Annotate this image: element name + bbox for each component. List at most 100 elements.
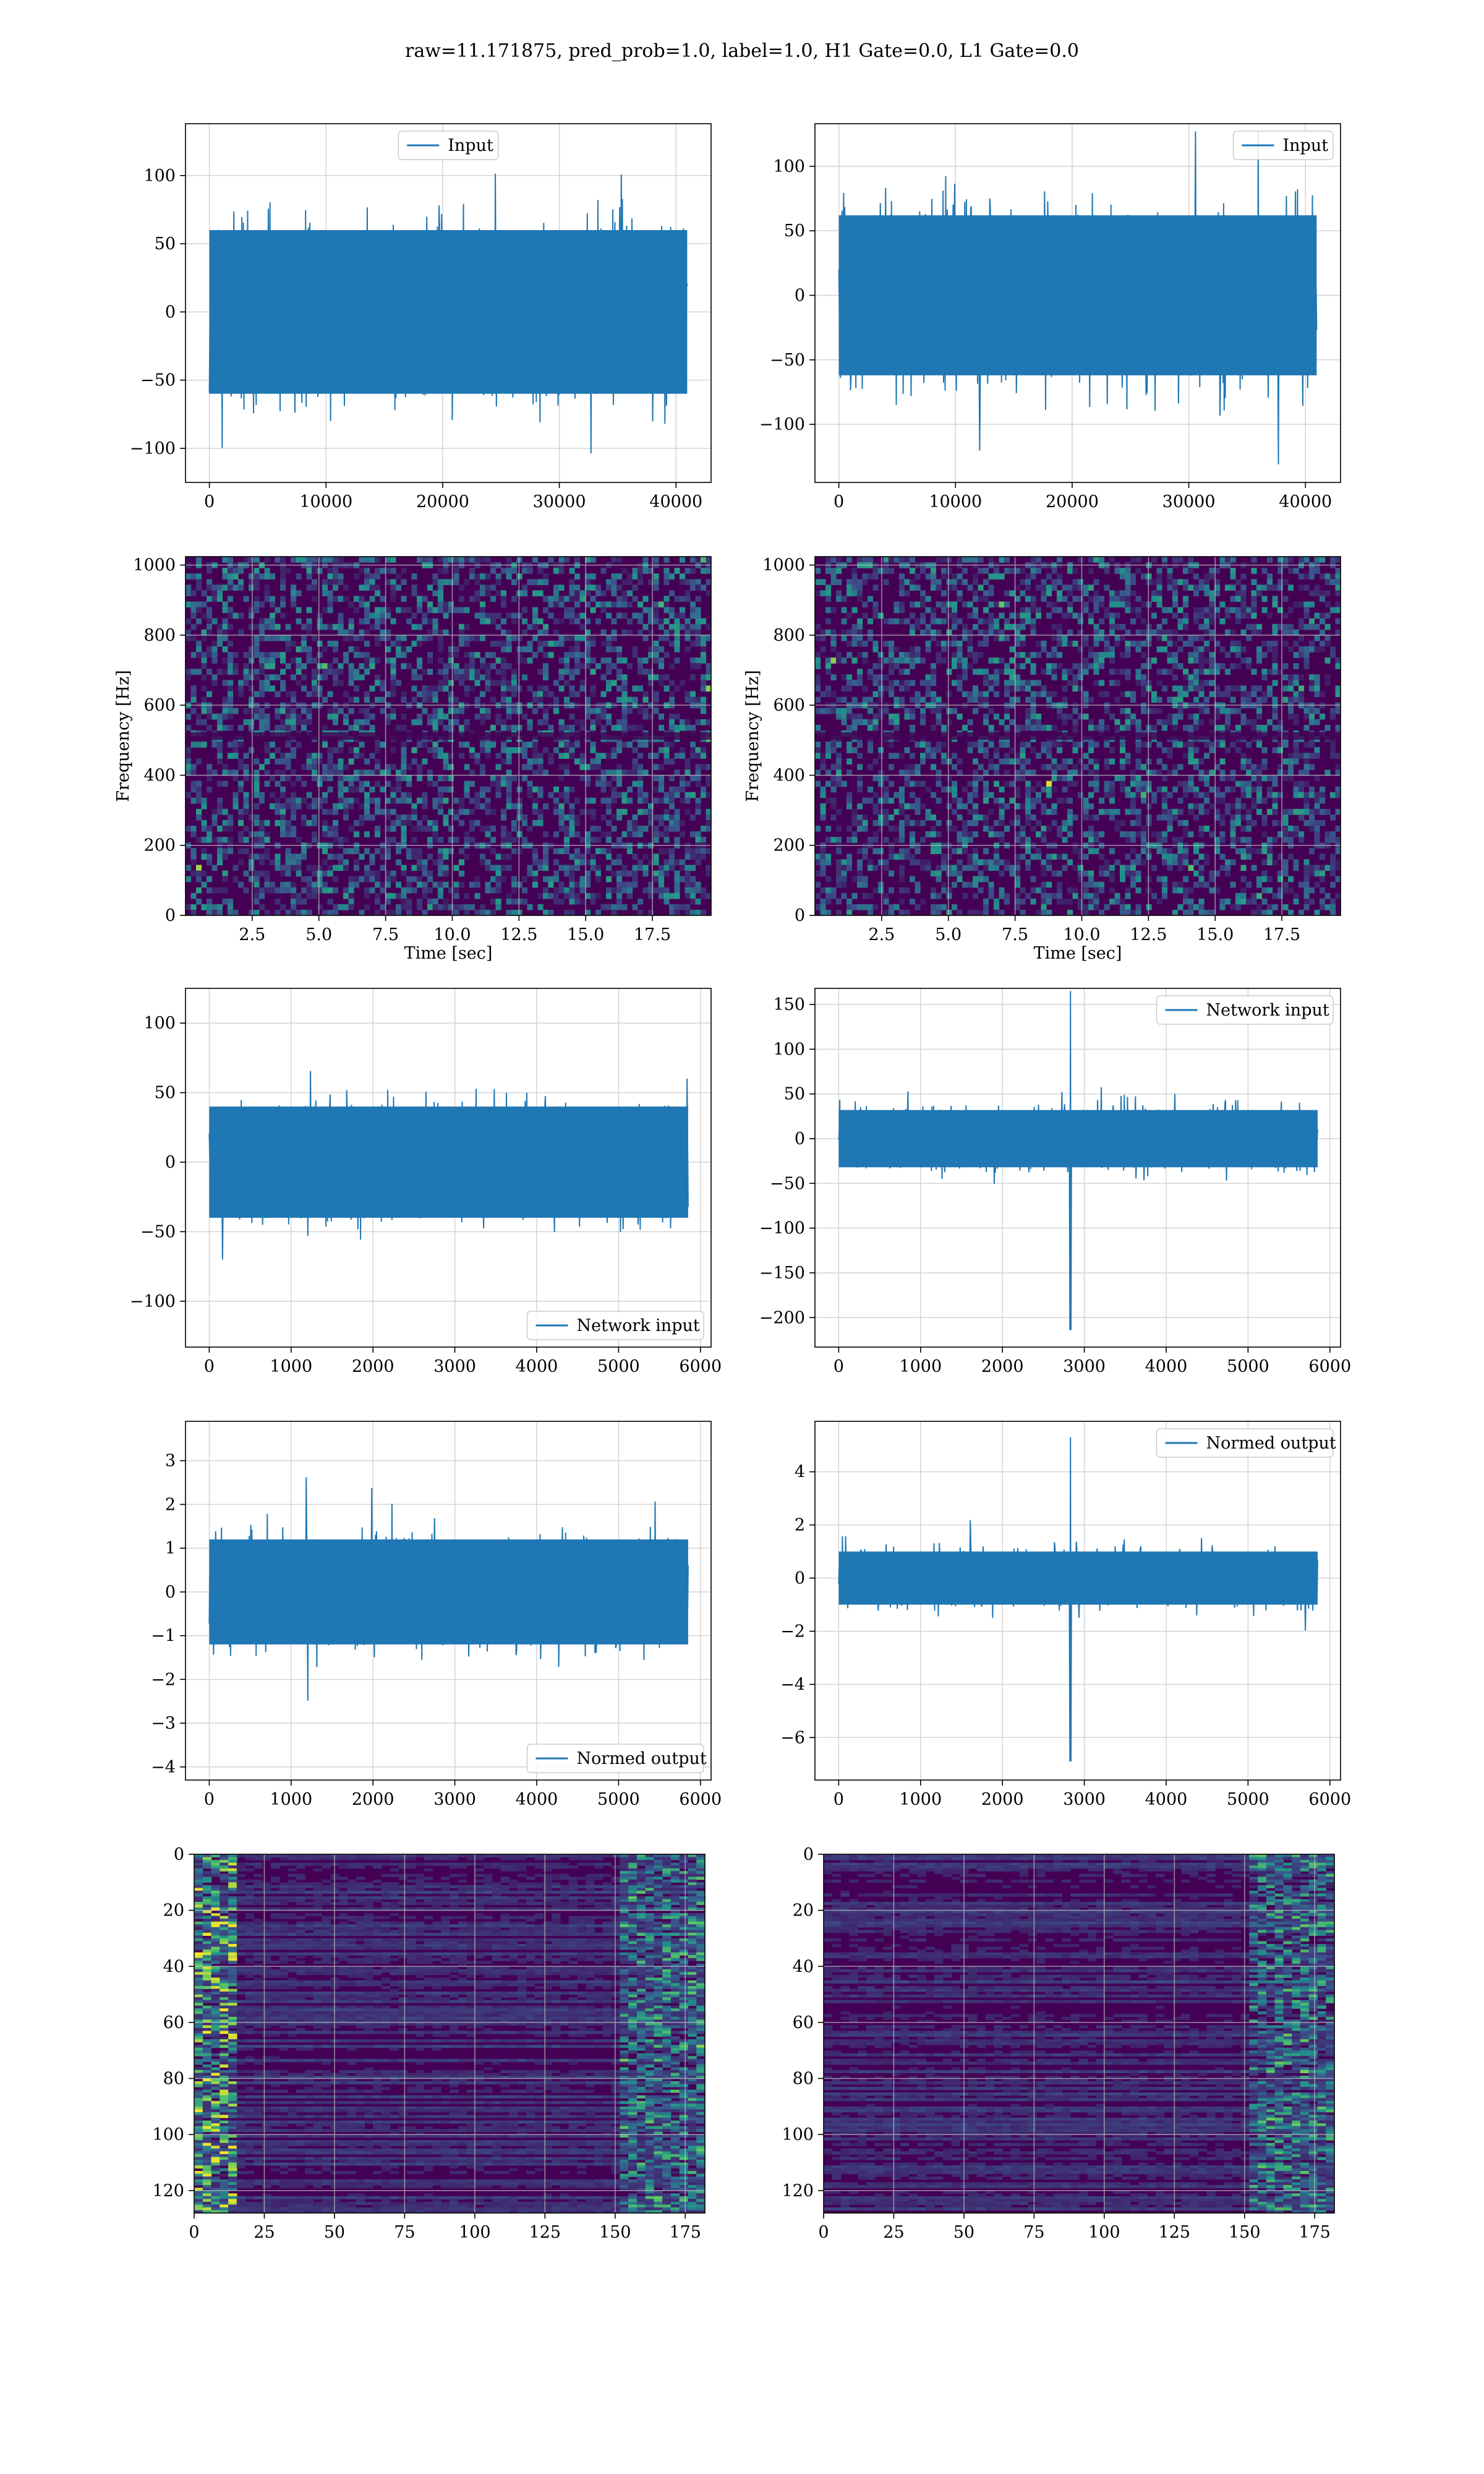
x-tick-label: 0 <box>818 2223 829 2242</box>
x-tick-label: 40000 <box>1279 492 1332 511</box>
x-tick-label: 7.5 <box>1002 925 1028 944</box>
x-tick-label: 25 <box>883 2223 904 2242</box>
y-tick-label: −100 <box>759 1219 805 1238</box>
y-tick-label: −2 <box>780 1622 805 1641</box>
x-tick-label: 2000 <box>352 1357 394 1376</box>
x-tick-label: 100 <box>1088 2223 1120 2242</box>
x-tick-label: 20000 <box>416 492 469 511</box>
legend-label: Input <box>448 136 493 155</box>
x-axis-label: Time [sec] <box>404 944 493 963</box>
y-tick-label: 2 <box>165 1495 176 1514</box>
y-tick-label: 20 <box>793 1901 814 1920</box>
legend: Normed output <box>526 1744 707 1773</box>
x-tick-label: 3000 <box>433 1357 476 1376</box>
y-tick-label: 100 <box>143 1014 176 1033</box>
tick-marks <box>189 1854 686 2219</box>
panel-normed-output-h1: 0 1000 2000 3000 4000 5000 6000 −4 −3 −2 −1 0 1 2 3 Nor… <box>151 1421 722 1809</box>
y-tick-label: 50 <box>155 234 176 254</box>
y-tick-label: −6 <box>780 1728 805 1747</box>
x-tick-label: 3000 <box>1063 1790 1106 1809</box>
y-tick-label: 600 <box>143 696 176 715</box>
x-tick-label: 0 <box>834 492 844 511</box>
y-tick-label: 120 <box>782 2181 814 2201</box>
y-tick-label: −100 <box>759 415 805 434</box>
grid-lines <box>194 1854 705 2213</box>
y-tick-label: 0 <box>795 906 805 925</box>
x-tick-label: 10000 <box>299 492 352 511</box>
x-tick-label: 4000 <box>1145 1357 1188 1376</box>
y-tick-label: −3 <box>151 1714 176 1733</box>
x-tick-label: 1000 <box>899 1790 942 1809</box>
y-tick-label: 100 <box>152 2125 184 2144</box>
x-tick-label: 1000 <box>899 1357 942 1376</box>
tick-marks <box>180 1022 701 1353</box>
tick-marks <box>809 1004 1331 1353</box>
notch-band <box>186 732 711 740</box>
y-tick-label: 0 <box>795 286 805 305</box>
tick-marks <box>818 1854 1316 2219</box>
x-tick-label: 25 <box>254 2223 275 2242</box>
x-tick-label: 4000 <box>1145 1790 1188 1809</box>
x-tick-label: 30000 <box>1162 492 1216 511</box>
legend-box <box>526 1744 704 1773</box>
panel-spectrogram-l1: 2.5 5.0 7.5 10.0 12.5 15.0 17.5 0 200 400 600 800 10… <box>743 556 1341 963</box>
panel-feature-map-l1: 0 25 50 75 100 125 150 175 0 20 40 60 80 100 120 <box>782 1845 1335 2242</box>
signal-line <box>838 1437 1318 1761</box>
legend-box <box>1156 995 1334 1025</box>
x-tick-label: 75 <box>1023 2223 1044 2242</box>
signal-line <box>838 131 1318 464</box>
x-tick-label: 15.0 <box>1196 925 1234 944</box>
x-tick-label: 15.0 <box>567 925 604 944</box>
heatmap-cells <box>186 557 711 915</box>
x-tick-label: 175 <box>1298 2223 1331 2242</box>
x-tick-label: 3000 <box>1063 1357 1106 1376</box>
y-tick-label: −150 <box>759 1264 805 1283</box>
tick-marks <box>809 166 1307 488</box>
x-tick-label: 5000 <box>1227 1790 1269 1809</box>
x-tick-label: 5.0 <box>305 925 332 944</box>
y-tick-label: 0 <box>803 1845 814 1864</box>
y-tick-label: 800 <box>773 626 805 645</box>
y-tick-label: 100 <box>782 2125 814 2144</box>
x-tick-label: 17.5 <box>634 925 671 944</box>
y-tick-label: 1 <box>165 1539 176 1558</box>
legend-label: Network input <box>1206 1001 1329 1020</box>
x-tick-label: 50 <box>953 2223 974 2242</box>
x-tick-label: 0 <box>189 2223 199 2242</box>
axes-frame <box>185 988 712 1348</box>
signal-line <box>838 991 1318 1330</box>
x-tick-label: 150 <box>1229 2223 1261 2242</box>
x-tick-label: 12.5 <box>1130 925 1167 944</box>
y-tick-label: −100 <box>130 1292 176 1311</box>
y-tick-label: 50 <box>784 1085 805 1104</box>
panel-feature-map-h1: 0 25 50 75 100 125 150 175 0 20 40 60 80 100 120 <box>152 1845 706 2242</box>
y-tick-label: 800 <box>143 626 176 645</box>
axes-frame <box>814 556 1341 916</box>
x-tick-label: 2000 <box>981 1790 1024 1809</box>
panel-network-input-h1: 0 1000 2000 3000 4000 5000 6000 −100 −50 0 50 100 Ne… <box>130 988 722 1376</box>
y-tick-label: 600 <box>773 696 805 715</box>
tick-marks <box>809 1471 1331 1786</box>
signal-line <box>208 1477 689 1701</box>
x-tick-label: 0 <box>204 1357 215 1376</box>
x-tick-label: 2.5 <box>868 925 895 944</box>
panel-spectrogram-h1: 2.5 5.0 7.5 10.0 12.5 15.0 17.5 0 200 400 600 800 10… <box>114 556 712 963</box>
axes-frame <box>194 1854 706 2214</box>
x-tick-label: 0 <box>204 1790 215 1809</box>
y-tick-label: 1000 <box>133 556 176 575</box>
legend-label: Normed output <box>1206 1434 1336 1453</box>
x-tick-label: 20000 <box>1046 492 1099 511</box>
tick-marks <box>180 175 677 488</box>
legend: Normed output <box>1156 1428 1336 1458</box>
y-tick-label: 0 <box>165 1153 176 1172</box>
y-tick-label: 0 <box>165 1583 176 1602</box>
y-tick-label: 60 <box>793 2013 814 2032</box>
y-tick-label: 50 <box>784 221 805 241</box>
y-tick-label: 100 <box>773 157 805 176</box>
y-tick-label: 120 <box>152 2181 184 2201</box>
x-tick-label: 2.5 <box>239 925 265 944</box>
x-tick-label: 5000 <box>1227 1357 1269 1376</box>
axes-frame <box>185 556 712 916</box>
panel-normed-output-l1: 0 1000 2000 3000 4000 5000 6000 −6 −4 −2 0 2 4 Normed… <box>780 1421 1351 1809</box>
